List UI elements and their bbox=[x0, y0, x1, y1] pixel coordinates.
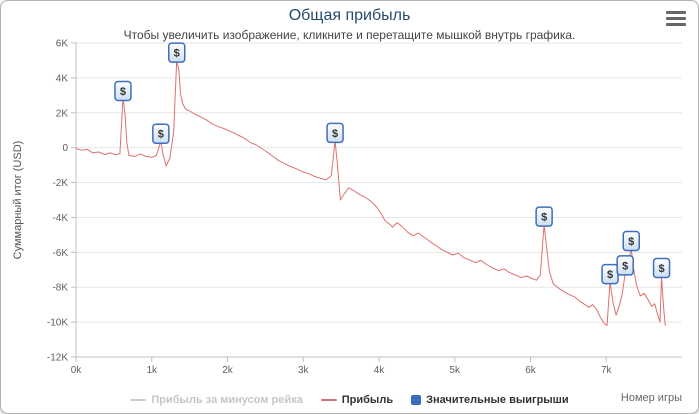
hamburger-line bbox=[666, 11, 686, 14]
y-tick-label: 4K bbox=[56, 73, 69, 84]
dollar-icon: $ bbox=[541, 212, 547, 224]
chart-subtitle: Чтобы увеличить изображение, кликните и … bbox=[123, 28, 576, 42]
x-tick-label: 0k bbox=[71, 365, 83, 376]
legend-label: Значительные выигрыши bbox=[426, 394, 569, 406]
legend-item-significant-wins[interactable]: Значительные выигрыши bbox=[411, 394, 569, 406]
y-tick-label: 2K bbox=[56, 108, 69, 119]
dollar-icon: $ bbox=[174, 48, 180, 60]
significant-win-flag[interactable]: $ bbox=[535, 206, 553, 227]
y-tick-label: -4K bbox=[52, 213, 68, 224]
dollar-icon: $ bbox=[622, 260, 628, 272]
flag-box bbox=[152, 123, 170, 144]
hamburger-line bbox=[666, 17, 686, 20]
legend-label: Прибыль за минусом рейка bbox=[151, 394, 303, 406]
significant-win-flag[interactable]: $ bbox=[622, 230, 640, 252]
y-tick-label: -8K bbox=[52, 283, 68, 294]
y-tick-label: -2K bbox=[52, 178, 68, 189]
significant-win-flag[interactable]: $ bbox=[652, 257, 671, 279]
significant-win-flag[interactable]: $ bbox=[326, 122, 344, 144]
significant-win-flag[interactable]: $ bbox=[167, 42, 186, 63]
x-tick-label: 4k bbox=[374, 365, 386, 376]
flag-box bbox=[326, 122, 344, 144]
dollar-icon: $ bbox=[158, 129, 164, 141]
flag-box bbox=[622, 230, 640, 252]
significant-win-flag[interactable]: $ bbox=[152, 123, 170, 144]
legend-item-profit[interactable]: Прибыль bbox=[320, 394, 394, 406]
flag-box bbox=[652, 257, 671, 279]
x-tick-label: 5k bbox=[449, 365, 461, 376]
hamburger-line bbox=[666, 23, 686, 26]
dollar-icon: $ bbox=[607, 269, 613, 281]
significant-win-flag[interactable]: $ bbox=[114, 80, 132, 102]
square-sample-icon bbox=[411, 395, 422, 405]
x-tick-label: 2k bbox=[222, 365, 234, 376]
flag-box bbox=[616, 255, 634, 276]
legend: Прибыль за минусом рейка Прибыль Значите… bbox=[1, 394, 698, 406]
export-menu-button[interactable] bbox=[666, 11, 686, 26]
legend-item-profit-minus-rake[interactable]: Прибыль за минусом рейка bbox=[130, 394, 303, 406]
flag-box bbox=[114, 80, 132, 102]
y-axis-title: Суммарный итог (USD) bbox=[12, 140, 24, 260]
flag-box bbox=[167, 42, 186, 63]
x-tick-label: 6k bbox=[525, 365, 537, 376]
dollar-icon: $ bbox=[120, 86, 126, 98]
chart-plot-area[interactable] bbox=[76, 43, 682, 357]
y-tick-label: 0 bbox=[62, 143, 68, 154]
legend-label: Прибыль bbox=[341, 394, 394, 406]
y-tick-label: -6K bbox=[52, 248, 68, 259]
dollar-icon: $ bbox=[628, 236, 634, 248]
x-axis-title: Номер игры bbox=[620, 392, 682, 404]
x-tick-label: 3k bbox=[298, 365, 310, 376]
flag-box bbox=[535, 206, 553, 227]
significant-win-flag[interactable]: $ bbox=[616, 255, 634, 276]
x-tick-label: 7k bbox=[601, 365, 613, 376]
profit-line-series bbox=[75, 59, 666, 327]
chart-title: Общая прибыль bbox=[288, 7, 411, 24]
dollar-icon: $ bbox=[332, 128, 338, 140]
line-sample-icon bbox=[130, 399, 147, 401]
y-tick-label: 6K bbox=[56, 39, 69, 50]
dollar-icon: $ bbox=[658, 263, 664, 275]
y-tick-label: -12K bbox=[47, 353, 68, 364]
x-tick-label: 1k bbox=[146, 365, 158, 376]
line-sample-icon bbox=[320, 399, 337, 401]
y-tick-label: -10K bbox=[47, 318, 68, 329]
